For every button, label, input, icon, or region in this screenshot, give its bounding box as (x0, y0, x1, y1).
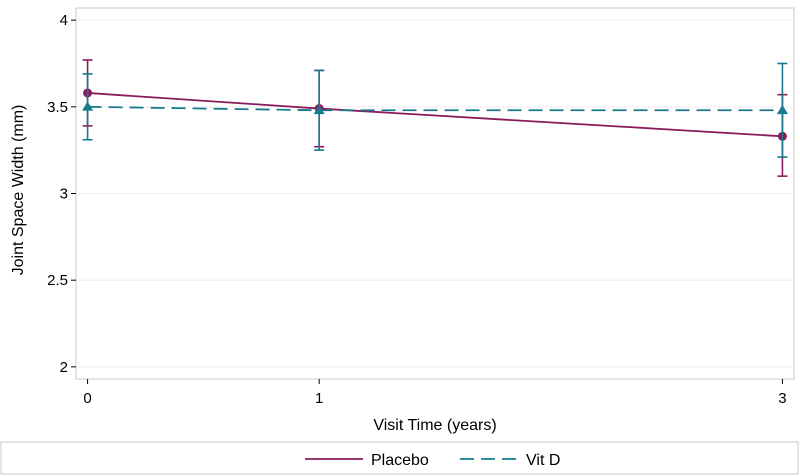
x-axis: 0 1 3 (83, 379, 787, 407)
y-tick-label: 3 (60, 186, 68, 203)
data-point (776, 104, 788, 115)
x-axis-title: Visit Time (years) (373, 417, 496, 434)
y-tick-label: 4 (60, 12, 68, 29)
legend-label: Placebo (371, 452, 429, 469)
y-axis: 2 2.5 3 3.5 4 (47, 12, 76, 376)
data-point (313, 104, 325, 115)
x-tick-label: 0 (83, 390, 91, 407)
legend: Placebo Vit D (305, 452, 560, 469)
x-tick-label: 1 (315, 390, 323, 407)
y-tick-label: 2.5 (47, 272, 68, 289)
series-vit-d (82, 62, 788, 158)
gridlines (76, 19, 794, 368)
y-axis-title: Joint Space Width (mm) (10, 105, 27, 276)
legend-label: Vit D (526, 452, 560, 469)
legend-box (0, 441, 799, 475)
y-tick-label: 3.5 (47, 99, 68, 116)
y-tick-label: 2 (60, 359, 68, 376)
x-tick-label: 3 (778, 390, 786, 407)
data-point (82, 101, 94, 111)
series-layer (82, 59, 788, 177)
